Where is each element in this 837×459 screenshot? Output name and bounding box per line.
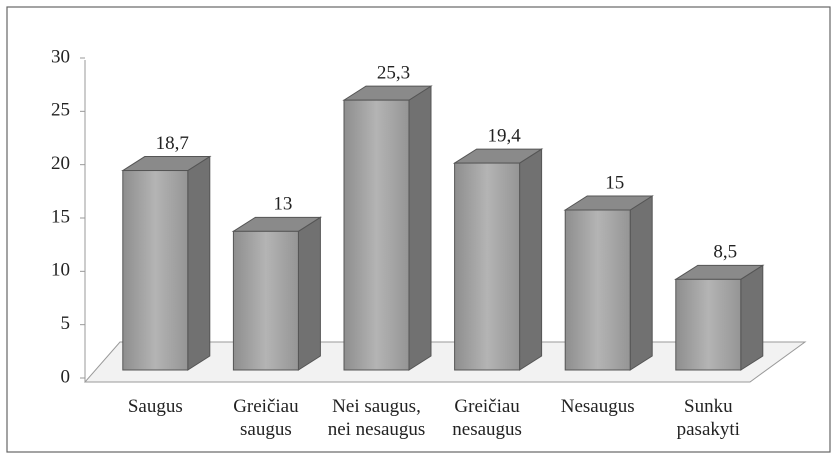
bar [231,216,323,371]
bar [563,195,654,371]
y-tick-label: 25 [51,100,70,121]
y-tick-label: 30 [51,46,70,67]
bar [674,264,765,371]
x-tick-label: Nei saugus, nei nesaugus [328,396,426,440]
value-label: 13 [273,194,292,215]
value-label: 25,3 [377,62,410,83]
bar-side [629,195,653,371]
bar [121,155,212,371]
value-label: 19,4 [487,125,521,146]
value-label: 15 [605,172,624,193]
x-tick-label: Greičiau nesaugus [452,396,522,440]
y-tick-label: 0 [61,366,71,387]
bar-front [675,278,742,371]
bar-front [232,230,299,371]
y-tick-label: 15 [51,206,70,227]
bar-side [297,216,321,371]
bar [452,148,544,371]
x-tick-label: Saugus [128,396,183,417]
bar-front [564,209,631,371]
x-tick-label: Sunku pasakyti [677,396,740,440]
bar-side [740,264,764,371]
y-tick-label: 5 [61,313,71,334]
value-label: 18,7 [156,133,189,154]
bar-side [187,155,211,371]
bar-side [519,148,543,371]
bar-front [122,170,189,371]
bar [342,85,433,371]
y-tick-label: 10 [51,260,70,281]
x-tick-label: Greičiau saugus [233,396,299,440]
bar-front [343,99,410,371]
bar-side [408,85,432,371]
x-tick-label: Nesaugus [561,396,635,417]
value-label: 8,5 [713,242,737,263]
bar-front [454,162,521,371]
y-tick-label: 20 [51,153,70,174]
